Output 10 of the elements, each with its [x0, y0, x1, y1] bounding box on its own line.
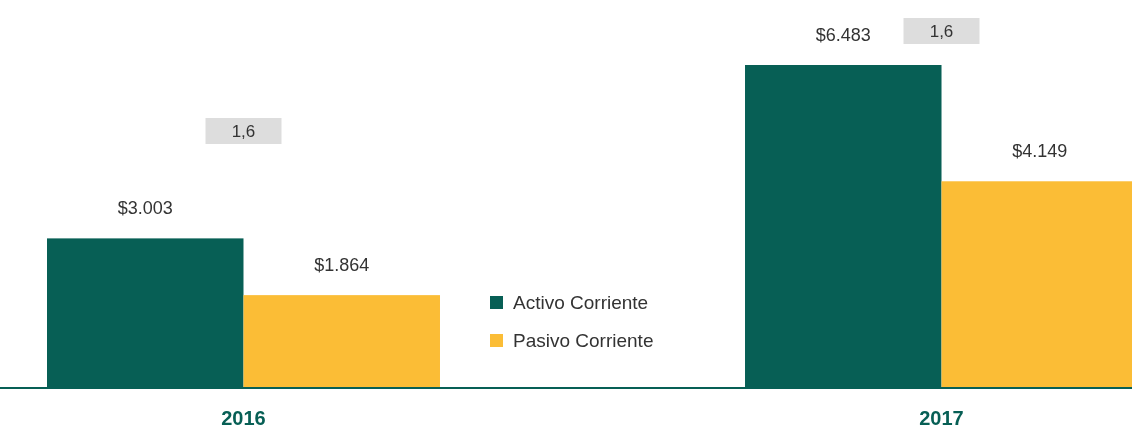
legend-label: Activo Corriente	[513, 292, 649, 313]
x-tick-label: 2016	[221, 407, 266, 429]
data-label: $1.864	[314, 255, 370, 276]
legend-label: Pasivo Corriente	[513, 330, 654, 351]
text: 1,6	[929, 22, 954, 41]
data-label: $3.003	[117, 198, 173, 219]
data-label: $4.149	[1012, 141, 1068, 162]
annotation: 1,6	[231, 122, 256, 141]
x-tick-label: 2017	[919, 407, 964, 429]
data-label: $6.483	[815, 25, 871, 45]
